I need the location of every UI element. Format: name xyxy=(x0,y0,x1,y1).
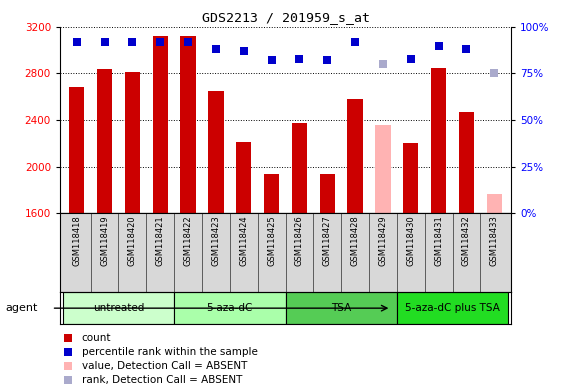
Bar xyxy=(320,174,335,213)
Text: 5-aza-dC plus TSA: 5-aza-dC plus TSA xyxy=(405,303,500,313)
Text: GSM118429: GSM118429 xyxy=(379,215,388,266)
Text: count: count xyxy=(82,333,111,343)
Text: GSM118430: GSM118430 xyxy=(407,215,415,266)
Bar xyxy=(403,143,419,213)
Bar xyxy=(348,99,363,213)
Text: rank, Detection Call = ABSENT: rank, Detection Call = ABSENT xyxy=(82,375,242,384)
Bar xyxy=(292,124,307,213)
Text: GSM118425: GSM118425 xyxy=(267,215,276,266)
Bar xyxy=(180,36,196,213)
Text: GSM118426: GSM118426 xyxy=(295,215,304,266)
Text: GSM118419: GSM118419 xyxy=(100,215,109,266)
Text: GSM118421: GSM118421 xyxy=(156,215,164,266)
Text: GSM118433: GSM118433 xyxy=(490,215,499,266)
Bar xyxy=(97,69,112,213)
Bar xyxy=(152,36,168,213)
Text: untreated: untreated xyxy=(93,303,144,313)
Bar xyxy=(208,91,223,213)
Text: GSM118423: GSM118423 xyxy=(211,215,220,266)
Bar xyxy=(69,88,85,213)
Bar xyxy=(264,174,279,213)
Text: GSM118427: GSM118427 xyxy=(323,215,332,266)
Text: GSM118432: GSM118432 xyxy=(462,215,471,266)
Bar xyxy=(459,112,474,213)
Text: 5-aza-dC: 5-aza-dC xyxy=(207,303,253,313)
Bar xyxy=(431,68,447,213)
Text: percentile rank within the sample: percentile rank within the sample xyxy=(82,347,258,357)
Bar xyxy=(63,292,174,324)
Text: GSM118424: GSM118424 xyxy=(239,215,248,266)
Text: GSM118431: GSM118431 xyxy=(434,215,443,266)
Bar xyxy=(236,142,251,213)
Text: GSM118422: GSM118422 xyxy=(183,215,192,266)
Bar xyxy=(486,195,502,213)
Text: TSA: TSA xyxy=(331,303,351,313)
Text: agent: agent xyxy=(6,303,38,313)
Bar xyxy=(375,125,391,213)
Text: value, Detection Call = ABSENT: value, Detection Call = ABSENT xyxy=(82,361,247,371)
Text: GSM118418: GSM118418 xyxy=(72,215,81,266)
Title: GDS2213 / 201959_s_at: GDS2213 / 201959_s_at xyxy=(202,11,369,24)
Bar xyxy=(124,72,140,213)
Bar xyxy=(174,292,286,324)
Text: GSM118428: GSM118428 xyxy=(351,215,360,266)
Bar xyxy=(397,292,508,324)
Text: GSM118420: GSM118420 xyxy=(128,215,137,266)
Bar xyxy=(286,292,397,324)
